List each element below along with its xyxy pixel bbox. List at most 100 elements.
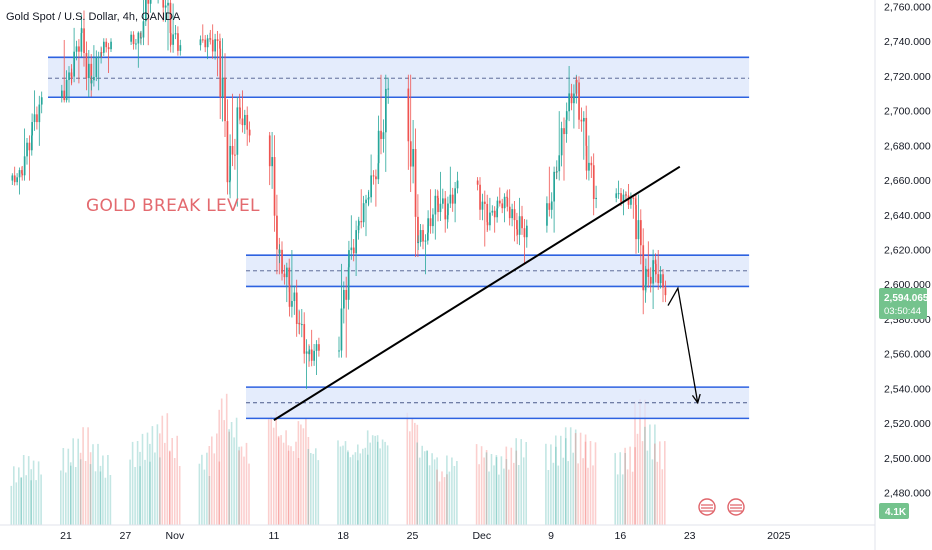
volume-bar <box>156 424 159 525</box>
candle-body <box>380 130 382 139</box>
y-tick-label: 2,720.000 <box>884 71 931 83</box>
volume-bar <box>277 435 280 525</box>
volume-bar <box>149 461 151 525</box>
candle-body <box>172 34 174 45</box>
volume-bar <box>104 477 107 525</box>
flag-icon <box>730 504 742 512</box>
volume-bar <box>129 459 131 525</box>
candle-body <box>657 274 660 284</box>
candle-body <box>226 121 229 183</box>
volume-bar <box>621 474 624 525</box>
candle-body <box>516 229 519 235</box>
candle-body <box>647 268 650 277</box>
volume-bar <box>337 440 339 525</box>
candle-body <box>635 204 637 240</box>
volume-bar <box>631 471 634 525</box>
candle-body <box>382 132 385 139</box>
candle-body <box>345 289 348 300</box>
volume-bar <box>20 477 22 525</box>
candle-body <box>293 292 296 302</box>
volume-bar <box>67 448 70 525</box>
candle-body <box>501 203 504 209</box>
volume-bar <box>560 435 562 525</box>
volume-bar <box>159 433 161 525</box>
candle-body <box>21 173 24 176</box>
volume-bar <box>198 463 201 525</box>
volume-bar <box>520 439 522 525</box>
volume-bar <box>490 454 493 525</box>
volume-bar <box>416 424 419 525</box>
volume-bar <box>102 455 104 525</box>
candle-body <box>340 308 343 351</box>
event-icon-1[interactable] <box>698 498 716 516</box>
volume-bar <box>475 444 478 525</box>
volume-bar <box>305 418 307 525</box>
candle-body <box>414 149 417 217</box>
volume-bar <box>136 441 139 525</box>
candle-body <box>271 157 273 167</box>
y-tick-label: 2,660.000 <box>884 175 931 187</box>
volume-bar <box>307 449 310 525</box>
volume-bar <box>287 445 290 525</box>
candle-body <box>456 180 459 189</box>
volume-bar <box>230 422 233 525</box>
volume-bar <box>639 399 641 525</box>
volume-bar <box>87 427 89 525</box>
volume-bar <box>376 435 379 525</box>
volume-bar <box>584 434 587 525</box>
candle-body <box>444 198 447 220</box>
candle-body <box>348 250 350 268</box>
volume-bar <box>220 398 223 525</box>
volume-bar <box>235 417 238 525</box>
volume-bar <box>15 482 18 525</box>
candle-body <box>11 175 14 181</box>
volume-bar <box>300 424 302 525</box>
candle-body <box>107 47 110 50</box>
volume-bar <box>144 459 146 525</box>
volume-bar <box>488 471 490 525</box>
volume-bar <box>245 442 248 525</box>
volume-bar <box>243 456 245 525</box>
candle-body <box>422 230 424 242</box>
candle-body <box>615 193 618 198</box>
volume-bar <box>636 433 639 525</box>
economic-event-icons[interactable] <box>698 498 745 516</box>
zone-1-fill <box>48 57 750 98</box>
volume-bar <box>505 459 508 525</box>
volume-bar <box>92 444 94 525</box>
volume-bar <box>238 446 240 525</box>
volume-bar <box>574 433 577 525</box>
candle-body <box>632 197 635 199</box>
volume-bar <box>362 448 364 525</box>
candle-body <box>310 349 313 361</box>
candle-body <box>513 209 516 221</box>
candle-body <box>149 0 152 4</box>
volume-bar <box>366 430 369 525</box>
volume-bar <box>280 435 282 525</box>
candle-body <box>229 145 231 181</box>
volume-bar <box>446 474 448 525</box>
event-icon-2[interactable] <box>727 498 745 516</box>
candle-body <box>291 301 293 307</box>
volume-bar <box>79 459 82 525</box>
volume-bar <box>428 465 431 525</box>
volume-bar <box>359 453 362 525</box>
event-circle-1 <box>698 498 716 516</box>
candle-body <box>95 57 98 77</box>
volume-bar <box>99 471 102 525</box>
candle-body <box>295 292 298 324</box>
candle-body <box>219 48 222 98</box>
candle-body <box>31 122 33 136</box>
volume-bar <box>629 446 631 525</box>
volume-bar <box>587 467 589 525</box>
candle-body <box>85 53 88 79</box>
volume-bar <box>72 438 74 525</box>
volume-bar <box>30 480 32 525</box>
volume-bar <box>79 452 82 525</box>
volume-bar <box>384 441 386 525</box>
volume-bar <box>641 441 644 525</box>
volume-bar <box>178 466 181 525</box>
volume-bar <box>89 464 92 525</box>
